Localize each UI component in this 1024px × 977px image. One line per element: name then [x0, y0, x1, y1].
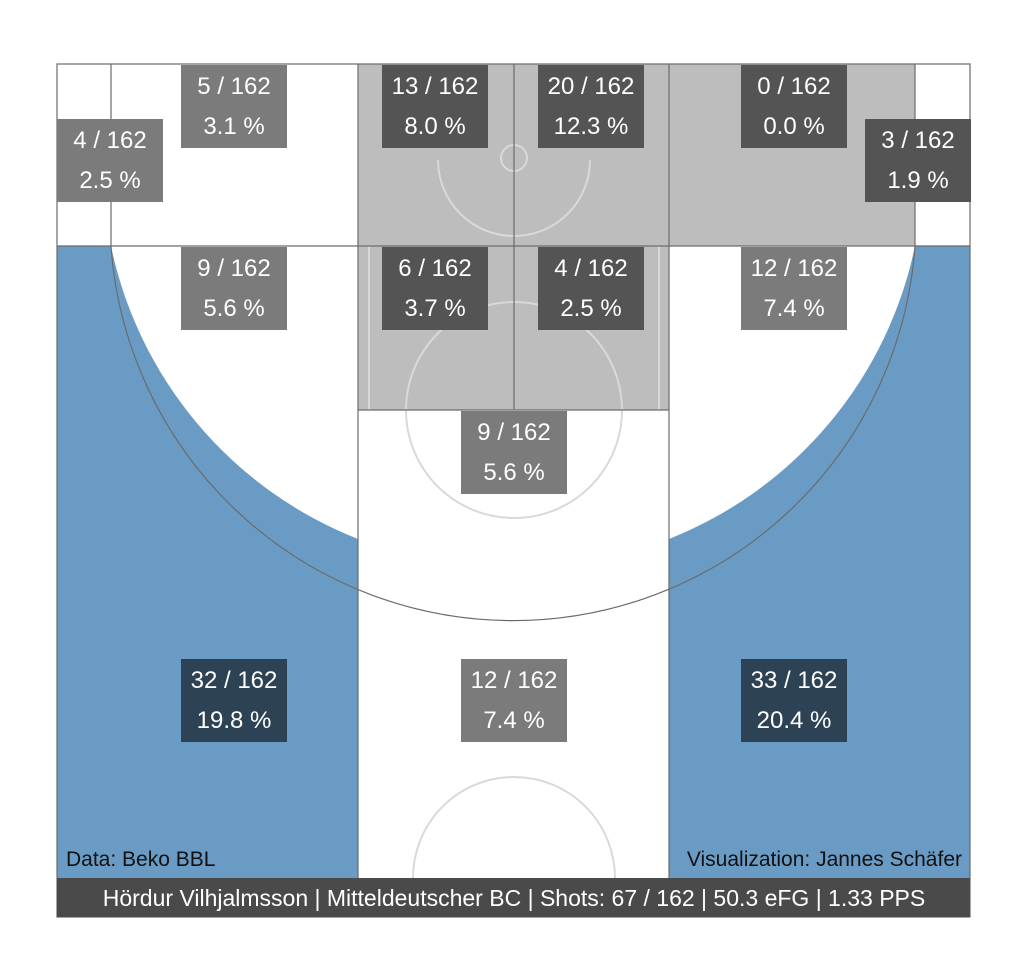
zone-shot-count: 12 / 162	[751, 255, 838, 282]
zone-box-right-baseline-outer: 3 / 162 1.9 %	[865, 119, 971, 202]
zone-box-fill	[181, 659, 287, 742]
zone-box-top-three: 12 / 162 7.4 %	[461, 659, 567, 742]
zone-box-fill	[461, 411, 567, 494]
zone-box-fill	[382, 65, 488, 148]
zone-shot-count: 12 / 162	[471, 667, 558, 694]
zone-box-fill	[741, 247, 847, 330]
zone-shot-percentage: 2.5 %	[560, 295, 621, 322]
zone-shot-percentage: 20.4 %	[757, 707, 832, 734]
zone-shot-percentage: 8.0 %	[404, 113, 465, 140]
three-point-arc	[110, 245, 916, 622]
zone-box-paint-mid-right: 4 / 162 2.5 %	[538, 247, 644, 330]
data-source-credit: Data: Beko BBL	[66, 848, 215, 871]
zone-box-fill	[741, 659, 847, 742]
zone-shot-count: 9 / 162	[197, 255, 270, 282]
zone-shot-count: 4 / 162	[554, 255, 627, 282]
zone-shot-count: 0 / 162	[757, 73, 830, 100]
zone-shot-count: 33 / 162	[751, 667, 838, 694]
zone-shot-count: 32 / 162	[191, 667, 278, 694]
zone-shot-count: 6 / 162	[398, 255, 471, 282]
zone-box-paint-baseline-right: 20 / 162 12.3 %	[538, 65, 644, 148]
zone-box-top-of-key: 9 / 162 5.6 %	[461, 411, 567, 494]
zone-box-fill	[57, 119, 163, 202]
zone-box-fill	[538, 65, 644, 148]
zone-lines	[56, 63, 971, 918]
zone-box-right-elbow: 12 / 162 7.4 %	[741, 247, 847, 330]
zone-shot-percentage: 0.0 %	[763, 113, 824, 140]
zone-shot-percentage: 12.3 %	[554, 113, 629, 140]
zone-shot-count: 5 / 162	[197, 73, 270, 100]
zone-box-fill	[181, 247, 287, 330]
zone-shot-count: 20 / 162	[548, 73, 635, 100]
footer-summary: Hördur Vilhjalmsson | Mitteldeutscher BC…	[103, 885, 926, 911]
zone-box-right-baseline-inner: 0 / 162 0.0 %	[741, 65, 847, 148]
zone-shot-percentage: 3.1 %	[203, 113, 264, 140]
footer-bar	[57, 878, 970, 917]
zone-shot-percentage: 7.4 %	[763, 295, 824, 322]
zone-box-left-baseline-inner: 5 / 162 3.1 %	[181, 65, 287, 148]
zone-box-fill	[181, 65, 287, 148]
zone-shot-percentage: 5.6 %	[203, 295, 264, 322]
zone-box-left-baseline-outer: 4 / 162 2.5 %	[57, 119, 163, 202]
visualization-credit: Visualization: Jannes Schäfer	[687, 848, 962, 871]
zone-shot-percentage: 19.8 %	[197, 707, 272, 734]
zone-box-fill	[865, 119, 971, 202]
zone-box-fill	[538, 247, 644, 330]
zone-label-boxes: 4 / 162 2.5 % 5 / 162 3.1 % 13 / 162 8.0 % 20 …	[57, 65, 971, 742]
zone-box-left-wing-three: 32 / 162 19.8 %	[181, 659, 287, 742]
zone-box-fill	[382, 247, 488, 330]
zone-shot-percentage: 7.4 %	[483, 707, 544, 734]
zone-shot-count: 13 / 162	[392, 73, 479, 100]
zone-shot-count: 9 / 162	[477, 419, 550, 446]
center-circle-arc	[412, 776, 616, 879]
zone-box-fill	[741, 65, 847, 148]
zone-box-paint-baseline-left: 13 / 162 8.0 %	[382, 65, 488, 148]
zone-box-paint-mid-left: 6 / 162 3.7 %	[382, 247, 488, 330]
zone-shot-count: 3 / 162	[881, 127, 954, 154]
zone-shot-percentage: 3.7 %	[404, 295, 465, 322]
zone-shot-percentage: 5.6 %	[483, 459, 544, 486]
zone-shot-count: 4 / 162	[73, 127, 146, 154]
zone-box-fill	[461, 659, 567, 742]
zone-shot-percentage: 1.9 %	[887, 167, 948, 194]
zone-box-left-elbow: 9 / 162 5.6 %	[181, 247, 287, 330]
zone-box-right-wing-three: 33 / 162 20.4 %	[741, 659, 847, 742]
zone-shot-percentage: 2.5 %	[79, 167, 140, 194]
